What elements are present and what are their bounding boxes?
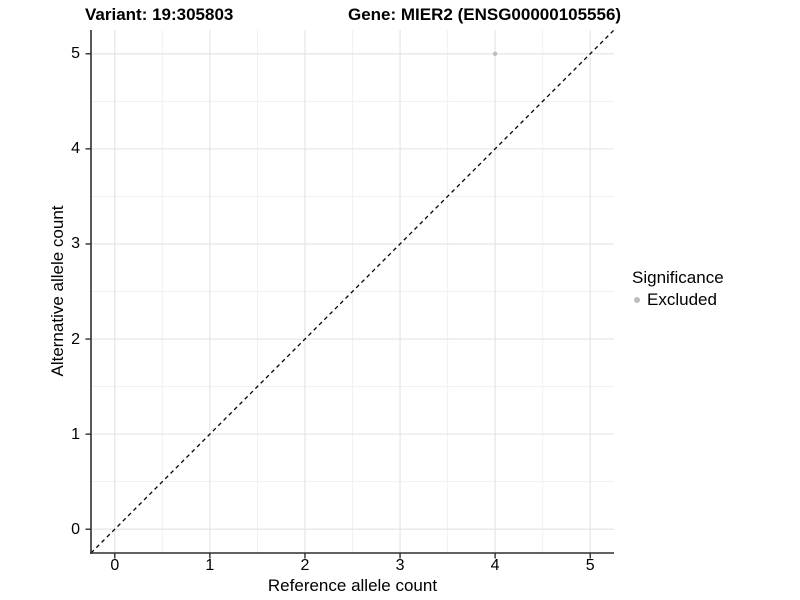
data-point [492,51,498,56]
plot-title-gene: Gene: MIER2 (ENSG00000105556) [348,5,622,24]
plot-title-variant: Variant: 19:305803 [85,5,234,24]
legend-entry-label: Excluded [647,290,717,309]
x-tick-label: 2 [300,557,310,574]
y-tick-label: 4 [71,140,80,158]
y-tick-label: 3 [71,235,80,253]
x-tick-label: 0 [110,557,120,574]
x-tick-label: 4 [490,557,500,574]
y-tick-label: 5 [71,45,80,63]
legend-entry: Excluded [632,290,724,310]
y-tick-label: 0 [71,520,80,538]
legend-point-icon [634,297,640,303]
x-tick-label: 5 [585,557,595,574]
plot-panel [85,29,615,559]
legend-title: Significance [632,268,724,287]
y-tick-label: 1 [71,425,80,443]
y-axis-title: Alternative allele count [48,205,67,377]
legend: Significance Excluded [632,267,724,310]
x-axis-title: Reference allele count [267,576,438,595]
identity-dashed-line [90,29,615,554]
x-tick-label: 3 [395,557,405,574]
y-tick-label: 2 [71,330,80,348]
x-tick-label: 1 [205,557,215,574]
